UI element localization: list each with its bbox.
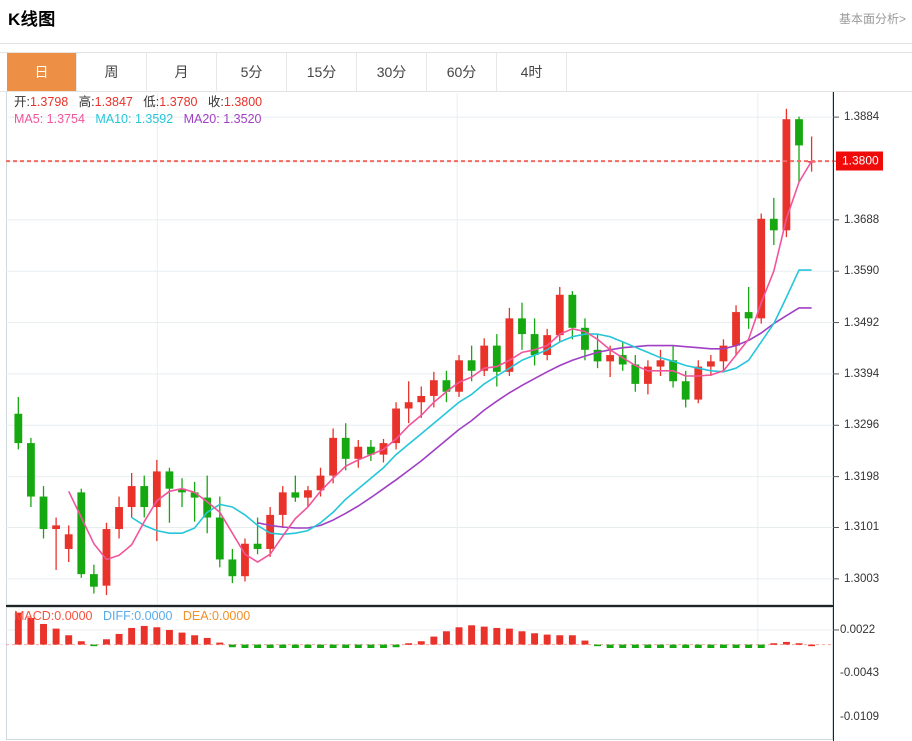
tab-7[interactable]: 4时 xyxy=(497,53,567,91)
dea-label: DEA: xyxy=(182,609,213,623)
low-label: 低: xyxy=(143,95,160,109)
ohlc-legend-row1: 开:1.3798 高:1.3847 低:1.3780 收:1.3800 xyxy=(14,94,262,111)
price-panel-border xyxy=(6,92,833,605)
macd-axis-tick-label: -0.0109 xyxy=(840,711,880,724)
tab-1[interactable]: 周 xyxy=(77,53,147,91)
fundamental-analysis-link[interactable]: 基本面分析> xyxy=(838,12,906,26)
tab-2[interactable]: 月 xyxy=(147,53,217,91)
low-value: 1.3780 xyxy=(159,95,198,109)
ma20-value: 1.3520 xyxy=(223,112,262,126)
y-axis-tick-label: 1.3296 xyxy=(844,419,880,432)
high-label: 高: xyxy=(78,95,95,109)
ma5-label: MA5: xyxy=(14,112,44,126)
dea-value: 0.0000 xyxy=(212,609,251,623)
macd-label: MACD: xyxy=(14,609,55,623)
tab-5[interactable]: 30分 xyxy=(357,53,427,91)
y-axis-tick-label: 1.3101 xyxy=(844,521,880,534)
high-value: 1.3847 xyxy=(94,95,133,109)
ma10-value: 1.3592 xyxy=(134,112,174,126)
ma20-label: MA20: xyxy=(183,112,220,126)
tab-6[interactable]: 60分 xyxy=(427,53,497,91)
timeframe-tabbar: 日周月 5分 15分 30分 60分 4时 xyxy=(0,52,912,92)
diff-value: 0.0000 xyxy=(134,609,173,623)
page-header: K线图 基本面分析> xyxy=(0,0,912,44)
ma5-value: 1.3754 xyxy=(46,112,85,126)
current-price-badge: 1.3800 xyxy=(836,151,883,171)
ohlc-legend: 开:1.3798 高:1.3847 低:1.3780 收:1.3800 MA5:… xyxy=(14,94,262,128)
y-axis-tick-label: 1.3003 xyxy=(844,572,880,585)
y-axis-tick-label: 1.3688 xyxy=(844,213,880,226)
tab-4[interactable]: 15分 xyxy=(287,53,357,91)
tab-0[interactable]: 日 xyxy=(7,53,77,91)
page-title: K线图 xyxy=(8,10,56,29)
macd-legend: MACD:0.0000 DIFF:0.0000 DEA:0.0000 xyxy=(14,609,250,623)
y-axis-tick-label: 1.3492 xyxy=(844,316,880,329)
macd-panel-border xyxy=(6,607,833,740)
open-value: 1.3798 xyxy=(29,95,69,109)
close-label: 收: xyxy=(207,95,224,109)
close-value: 1.3800 xyxy=(223,95,263,109)
y-axis-tick-label: 1.3394 xyxy=(844,367,880,380)
macd-axis-tick-label: -0.0043 xyxy=(840,667,880,680)
y-axis-tick-label: 1.3884 xyxy=(844,111,880,124)
macd-value: 0.0000 xyxy=(54,609,93,623)
tab-3[interactable]: 5分 xyxy=(217,53,287,91)
ma10-label: MA10: xyxy=(95,112,132,126)
ohlc-legend-row2: MA5: 1.3754 MA10: 1.3592 MA20: 1.3520 xyxy=(14,111,262,128)
macd-axis-tick-label: 0.0022 xyxy=(840,623,876,636)
y-axis-tick-label: 1.3198 xyxy=(844,470,880,483)
panel-separator xyxy=(6,605,834,607)
open-label: 开: xyxy=(14,95,30,109)
tabbar-filler xyxy=(567,53,912,91)
diff-label: DIFF: xyxy=(102,609,135,623)
y-axis-line xyxy=(833,92,834,741)
chart-container[interactable]: 开:1.3798 高:1.3847 低:1.3780 收:1.3800 MA5:… xyxy=(0,92,912,741)
y-axis-tick-label: 1.3590 xyxy=(844,265,880,278)
